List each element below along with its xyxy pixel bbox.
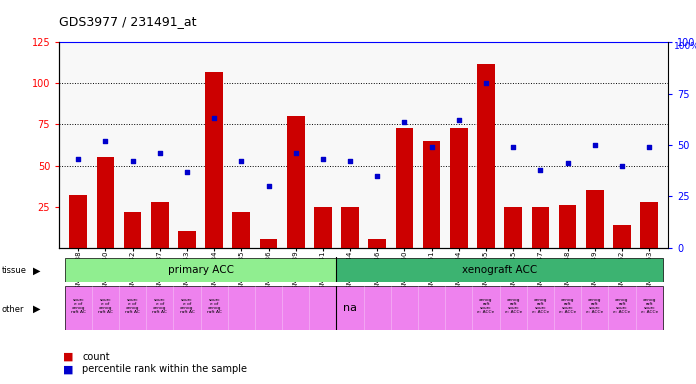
Point — [562, 161, 573, 167]
Text: ▶: ▶ — [33, 304, 41, 314]
Point — [182, 169, 193, 175]
Text: xenog
raft
sourc
e: ACCe: xenog raft sourc e: ACCe — [613, 298, 631, 314]
Text: ▶: ▶ — [33, 266, 41, 276]
Point — [100, 138, 111, 144]
Bar — [205, 72, 223, 248]
Bar — [260, 240, 277, 248]
Bar — [232, 212, 250, 248]
Text: sourc
e of
xenog
raft AC: sourc e of xenog raft AC — [71, 298, 86, 314]
Bar — [65, 258, 336, 282]
Bar — [613, 225, 631, 248]
Text: sourc
e of
xenog
raft AC: sourc e of xenog raft AC — [125, 298, 140, 314]
Text: sourc
e of
xenog
raft AC: sourc e of xenog raft AC — [207, 298, 221, 314]
Point — [209, 115, 220, 121]
Point — [507, 144, 519, 150]
Bar — [287, 116, 305, 248]
Text: primary ACC: primary ACC — [168, 265, 234, 275]
Bar — [477, 64, 495, 248]
Bar — [395, 128, 413, 248]
Bar — [640, 202, 658, 248]
Point — [263, 183, 274, 189]
Point — [617, 162, 628, 169]
Text: xenog
raft
sourc
e: ACCe: xenog raft sourc e: ACCe — [586, 298, 603, 314]
Bar — [70, 195, 87, 248]
Point — [644, 144, 655, 150]
Bar — [124, 212, 141, 248]
Bar — [336, 258, 663, 282]
Point — [155, 150, 166, 156]
Bar — [368, 240, 386, 248]
Text: na: na — [343, 303, 357, 313]
Text: ■: ■ — [63, 364, 73, 374]
Point — [399, 119, 410, 126]
Text: xenograft ACC: xenograft ACC — [462, 265, 537, 275]
Text: xenog
raft
sourc
e: ACCe: xenog raft sourc e: ACCe — [640, 298, 658, 314]
Point — [453, 117, 464, 123]
Text: tissue: tissue — [1, 266, 26, 275]
Point — [317, 156, 329, 162]
Point — [590, 142, 601, 148]
Bar — [450, 128, 468, 248]
Bar — [586, 190, 603, 248]
Point — [127, 158, 138, 164]
Point — [480, 80, 491, 86]
Text: xenog
raft
sourc
e: ACCe: xenog raft sourc e: ACCe — [559, 298, 576, 314]
Bar — [341, 207, 359, 248]
Point — [345, 158, 356, 164]
Text: ■: ■ — [63, 352, 73, 362]
Bar — [559, 205, 576, 248]
Point — [236, 158, 247, 164]
Text: count: count — [82, 352, 110, 362]
Text: xenog
raft
sourc
e: ACCe: xenog raft sourc e: ACCe — [532, 298, 549, 314]
Text: other: other — [1, 305, 24, 314]
Text: sourc
e of
xenog
raft AC: sourc e of xenog raft AC — [180, 298, 194, 314]
Text: xenog
raft
sourc
e: ACCe: xenog raft sourc e: ACCe — [477, 298, 495, 314]
Bar — [505, 207, 522, 248]
Text: percentile rank within the sample: percentile rank within the sample — [82, 364, 247, 374]
Text: 100%: 100% — [674, 42, 696, 51]
Bar — [151, 202, 168, 248]
Point — [290, 150, 301, 156]
Text: xenog
raft
sourc
e: ACCe: xenog raft sourc e: ACCe — [505, 298, 522, 314]
Point — [535, 167, 546, 173]
Point — [372, 173, 383, 179]
Bar — [178, 231, 196, 248]
Bar — [532, 207, 549, 248]
Text: sourc
e of
xenog
raft AC: sourc e of xenog raft AC — [152, 298, 167, 314]
Text: GDS3977 / 231491_at: GDS3977 / 231491_at — [59, 15, 197, 28]
Point — [72, 156, 84, 162]
Bar — [422, 141, 441, 248]
Text: sourc
e of
xenog
raft AC: sourc e of xenog raft AC — [98, 298, 113, 314]
Bar — [97, 157, 114, 248]
Point — [426, 144, 437, 150]
Bar — [314, 207, 332, 248]
